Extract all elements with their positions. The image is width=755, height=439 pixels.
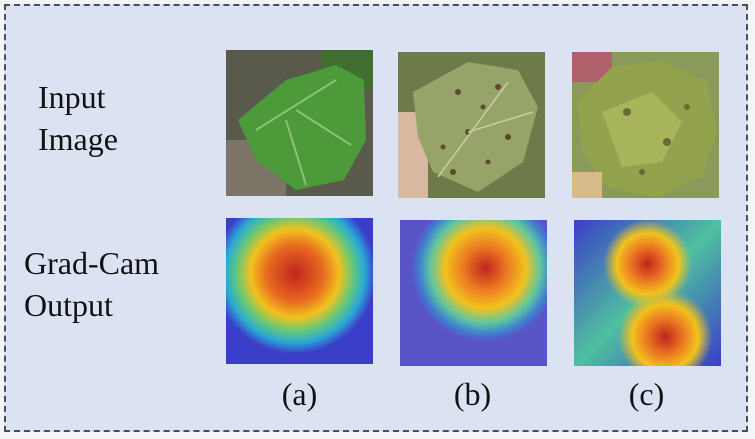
row-label-gradcam-output: Grad-Cam Output bbox=[24, 242, 159, 326]
column-label-c: (c) bbox=[628, 376, 665, 412]
row-label-input-line-1: Input bbox=[38, 79, 106, 115]
gradcam-output-a bbox=[226, 218, 373, 364]
gradcam-output-c bbox=[574, 220, 721, 366]
input-image-c bbox=[572, 52, 719, 198]
row-label-input-line-2: Image bbox=[38, 121, 118, 157]
row-label-input-image: Input Image bbox=[38, 76, 118, 160]
row-label-gradcam-line-1: Grad-Cam bbox=[24, 245, 160, 281]
figure-panel: Input Image Grad-Cam Output bbox=[4, 4, 748, 432]
row-label-gradcam-line-2: Output bbox=[24, 287, 113, 323]
input-image-a bbox=[226, 50, 373, 196]
column-label-a: (a) bbox=[281, 376, 318, 412]
gradcam-output-b bbox=[400, 220, 547, 366]
input-image-b bbox=[398, 52, 545, 198]
column-label-b: (b) bbox=[453, 376, 492, 412]
